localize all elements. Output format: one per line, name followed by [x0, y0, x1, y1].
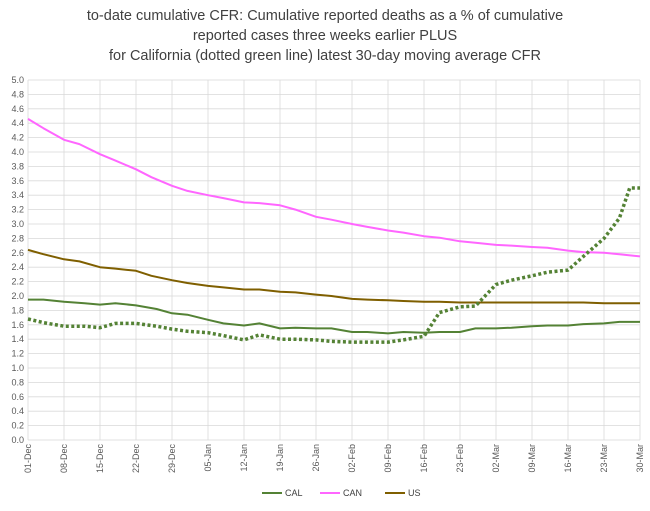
x-tick-label: 16-Feb [419, 444, 429, 473]
x-tick-label: 12-Jan [239, 444, 249, 472]
x-tick-label: 08-Dec [59, 444, 69, 474]
legend-label-cal: CAL [285, 488, 303, 498]
y-tick-label: 2.6 [11, 248, 24, 258]
x-axis: 01-Dec 08-Dec 15-Dec 22-Dec 29-Dec 05-Jan 12-J… [23, 444, 645, 474]
gridlines [27, 79, 641, 441]
y-tick-label: 2.8 [11, 233, 24, 243]
y-tick-label: 4.2 [11, 133, 24, 143]
x-tick-label: 05-Jan [203, 444, 213, 472]
series-line-us [27, 248, 640, 305]
y-tick-label: 0.0 [11, 435, 24, 445]
x-tick-label: 01-Dec [23, 444, 33, 474]
legend-label-can: CAN [343, 488, 362, 498]
y-tick-label: 0.2 [11, 421, 24, 431]
y-axis: 0.0 0.2 0.4 0.6 0.8 1.0 1.2 1.4 1.6 1.8 2.0 2.2 2.4 2… [11, 75, 24, 445]
y-tick-label: 1.2 [11, 349, 24, 359]
y-tick-label: 4.8 [11, 89, 24, 99]
x-tick-label: 22-Dec [131, 444, 141, 474]
y-tick-label: 1.0 [11, 363, 24, 373]
y-tick-label: 3.6 [11, 176, 24, 186]
y-tick-label: 0.6 [11, 392, 24, 402]
series-line-cal [28, 298, 640, 335]
series-lines [27, 118, 641, 344]
series-line-cal-moving-average [27, 186, 640, 344]
y-tick-label: 0.8 [11, 377, 24, 387]
x-tick-label: 29-Dec [167, 444, 177, 474]
x-tick-label: 19-Jan [275, 444, 285, 472]
y-tick-label: 3.0 [11, 219, 24, 229]
chart-title: to-date cumulative CFR: Cumulative repor… [0, 6, 650, 66]
y-tick-label: 3.4 [11, 190, 24, 200]
y-tick-label: 1.8 [11, 305, 24, 315]
y-tick-label: 4.6 [11, 104, 24, 114]
x-tick-label: 23-Feb [455, 444, 465, 473]
y-tick-label: 0.4 [11, 406, 24, 416]
y-tick-label: 1.6 [11, 320, 24, 330]
x-tick-label: 23-Mar [599, 444, 609, 473]
y-tick-label: 2.0 [11, 291, 24, 301]
y-tick-label: 1.4 [11, 334, 24, 344]
chart-title-line-1: to-date cumulative CFR: Cumulative repor… [86, 8, 564, 24]
x-tick-label: 02-Feb [347, 444, 357, 473]
y-tick-label: 4.4 [11, 118, 24, 128]
y-tick-label: 2.4 [11, 262, 24, 272]
y-tick-label: 5.0 [11, 75, 24, 85]
y-tick-label: 2.2 [11, 277, 24, 287]
x-tick-label: 09-Feb [383, 444, 393, 473]
y-tick-label: 4.0 [11, 147, 24, 157]
y-tick-label: 3.8 [11, 161, 24, 171]
x-tick-label: 26-Jan [311, 444, 321, 472]
x-tick-label: 09-Mar [527, 444, 537, 473]
x-tick-label: 16-Mar [563, 444, 573, 473]
x-tick-label: 15-Dec [95, 444, 105, 474]
chart-title-line-3: for California (dotted green line) lates… [109, 48, 541, 64]
x-tick-label: 02-Mar [491, 444, 501, 473]
y-tick-label: 3.2 [11, 205, 24, 215]
legend: CAL CAN US [262, 488, 421, 498]
x-tick-label: 30-Mar [635, 444, 645, 473]
series-line-can [27, 118, 641, 258]
chart-title-line-2: reported cases three weeks earlier PLUS [192, 28, 458, 44]
legend-label-us: US [408, 488, 421, 498]
